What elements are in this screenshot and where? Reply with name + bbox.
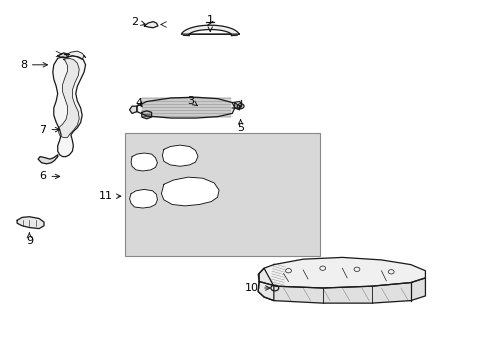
Text: 1: 1 [206, 15, 213, 31]
Text: 6: 6 [40, 171, 60, 181]
Polygon shape [131, 153, 157, 171]
Text: 8: 8 [20, 60, 47, 70]
Bar [124, 133, 320, 256]
Polygon shape [142, 111, 151, 119]
Polygon shape [17, 217, 44, 229]
Text: 7: 7 [39, 125, 60, 135]
Polygon shape [59, 58, 79, 138]
Polygon shape [234, 103, 239, 110]
Text: 5: 5 [237, 120, 244, 133]
Text: 11: 11 [98, 191, 121, 201]
Polygon shape [129, 106, 137, 113]
Text: 9: 9 [26, 233, 33, 246]
Polygon shape [38, 155, 58, 164]
Polygon shape [66, 51, 85, 59]
Text: 10: 10 [244, 283, 269, 293]
Polygon shape [144, 22, 158, 28]
Polygon shape [258, 268, 273, 301]
Text: 2: 2 [131, 17, 145, 27]
Text: 3: 3 [187, 96, 197, 106]
Polygon shape [181, 25, 239, 34]
Polygon shape [58, 53, 68, 58]
Polygon shape [137, 97, 234, 118]
Polygon shape [258, 278, 425, 303]
Polygon shape [53, 56, 85, 157]
Circle shape [239, 105, 242, 107]
Polygon shape [129, 189, 157, 208]
Polygon shape [161, 177, 219, 206]
Polygon shape [258, 257, 425, 288]
Text: 4: 4 [136, 98, 142, 108]
Polygon shape [162, 145, 198, 166]
